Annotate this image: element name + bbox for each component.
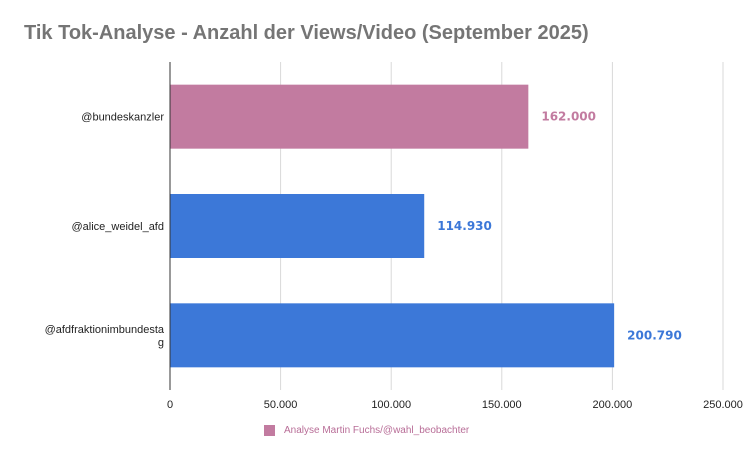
x-tick-label: 250.000 — [703, 399, 743, 411]
legend-swatch — [264, 425, 275, 436]
bar — [170, 194, 425, 258]
chart-title: Tik Tok-Analyse - Anzahl der Views/Video… — [24, 22, 589, 44]
data-label: 162.000 — [541, 110, 596, 124]
legend: Analyse Martin Fuchs/@wahl_beobachter — [264, 425, 469, 436]
legend-label: Analyse Martin Fuchs/@wahl_beobachter — [284, 425, 470, 436]
x-tick-label: 100.000 — [371, 399, 411, 411]
data-label: 200.790 — [627, 328, 682, 342]
x-tick-label: 200.000 — [593, 399, 633, 411]
category-label: @bundeskanzler — [81, 112, 164, 124]
category-label: @afdfraktionimbundesta g — [45, 324, 165, 349]
bar — [170, 84, 529, 149]
x-tick-label: 50.000 — [264, 399, 298, 411]
labels: 0 50.000 100.000 150.000 200.000 250.000 162.0… — [45, 110, 743, 411]
x-tick-label: 150.000 — [482, 399, 522, 411]
bar — [170, 303, 615, 368]
category-label: @alice_weidel_afd — [71, 221, 164, 233]
x-tick-label: 0 — [167, 399, 173, 411]
data-label: 114.930 — [437, 219, 492, 233]
bars — [170, 84, 615, 368]
